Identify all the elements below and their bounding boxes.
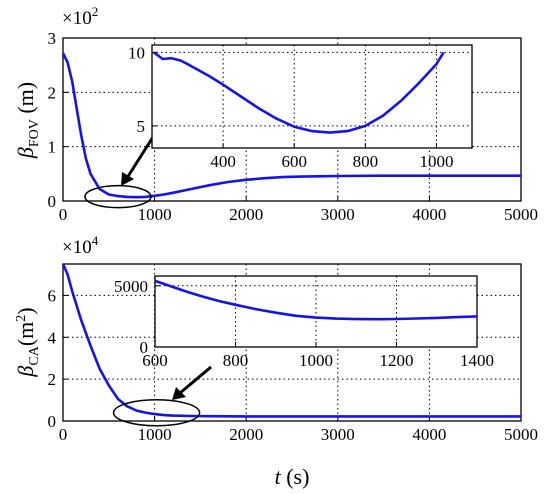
bottom-zoom-ellipse: [112, 399, 201, 427]
x-tick-label: 1000: [138, 425, 172, 444]
top-x-ticks: 0 1000 2000 3000 4000 5000: [59, 196, 538, 224]
bottom-y-label: βCA(m2): [13, 307, 42, 377]
x-tick-label: 2000: [229, 205, 263, 224]
top-inset-grid: [152, 45, 472, 148]
bottom-inset-x-ticks: 600 800 1000 1200 1400: [142, 342, 494, 370]
top-panel: 0 1000 2000 3000 4000 5000 0 1 2 3 ×102 βFOV (m)…: [13, 4, 538, 224]
x-tick-label: 3000: [321, 425, 355, 444]
x-tick-label: 0: [59, 425, 68, 444]
y-tick-label: 0: [48, 192, 57, 211]
top-inset-x-ticks: 400 600 800 1000: [210, 143, 453, 171]
y-tick-label: 1: [48, 138, 57, 157]
bottom-x-ticks: 0 1000 2000 3000 4000 5000: [59, 416, 538, 444]
top-inset-y-ticks: 5 10: [128, 43, 157, 136]
x-tick-label: 800: [353, 152, 379, 171]
x-tick-label: 1400: [460, 351, 494, 370]
top-series-line: [61, 52, 521, 199]
x-tick-label: 5000: [504, 205, 538, 224]
top-y-ticks: 0 1 2 3: [48, 29, 68, 211]
bottom-inset-y-ticks: 0 5000: [114, 277, 160, 357]
bottom-y-ticks: 0 2 4 6: [48, 286, 68, 431]
x-tick-label: 4000: [412, 205, 446, 224]
top-zoom-ellipse: [84, 184, 152, 209]
x-tick-label: 3000: [321, 205, 355, 224]
top-inset-area: [151, 44, 473, 149]
bottom-y-multiplier: ×104: [62, 233, 99, 258]
bottom-series-line: [61, 263, 521, 418]
x-tick-label: 4000: [412, 425, 446, 444]
x-tick-label: 1000: [138, 205, 172, 224]
top-y-multiplier: ×102: [62, 4, 98, 29]
bottom-zoom-arrow: [172, 365, 212, 400]
x-tick-label: 1000: [299, 351, 333, 370]
bottom-inset-area: [154, 275, 478, 348]
x-tick-label: 1000: [419, 152, 453, 171]
x-tick-label: 600: [281, 152, 307, 171]
y-tick-label: 0: [140, 338, 149, 357]
x-tick-label: 800: [223, 351, 249, 370]
y-tick-label: 4: [48, 328, 57, 347]
x-tick-label: 0: [59, 205, 68, 224]
y-tick-label: 5: [137, 117, 146, 136]
bottom-inset-grid: [155, 276, 477, 347]
x-tick-label: 1200: [380, 351, 414, 370]
x-tick-label: 600: [142, 351, 168, 370]
top-zoom-arrow: [121, 136, 155, 186]
y-tick-label: 2: [48, 83, 57, 102]
y-tick-label: 5000: [114, 277, 148, 296]
y-tick-label: 10: [128, 43, 145, 62]
x-tick-label: 400: [210, 152, 236, 171]
bottom-inset-series-line: [154, 279, 478, 321]
bottom-x-label: t (s): [275, 464, 310, 489]
y-tick-label: 2: [48, 370, 57, 389]
top-inset-series-line: [153, 51, 445, 134]
y-tick-label: 0: [48, 412, 57, 431]
top-y-label: βFOV (m): [13, 82, 42, 159]
x-tick-label: 2000: [229, 425, 263, 444]
bottom-grid: [63, 264, 521, 421]
x-tick-label: 5000: [504, 425, 538, 444]
y-tick-label: 6: [48, 286, 57, 305]
y-tick-label: 3: [48, 29, 57, 48]
